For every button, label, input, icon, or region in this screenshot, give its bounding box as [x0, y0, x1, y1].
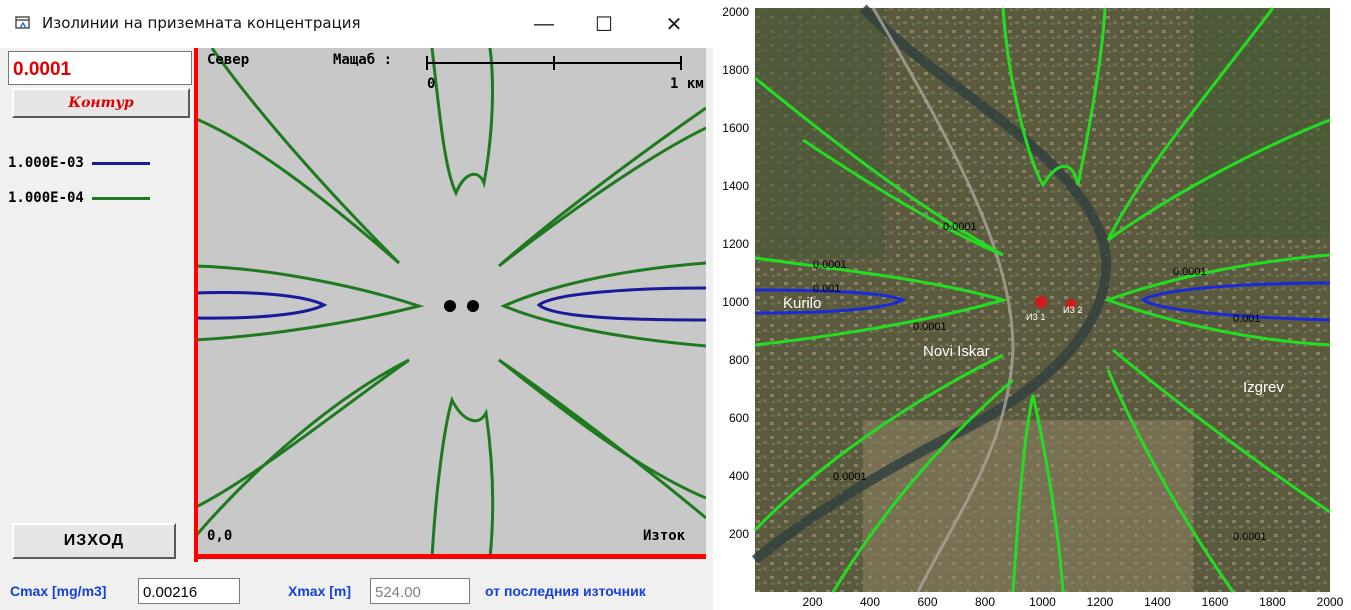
map-y-axis: 200 400 600 800 1000 1200 1400 1600 1800 2000	[722, 5, 749, 541]
x-tick-label: 1600	[1202, 595, 1229, 609]
place-izgrev: Izgrev	[1243, 379, 1284, 396]
contour-green-s	[430, 395, 495, 558]
origin-label: 0,0	[207, 528, 233, 544]
scale-end: 1 км	[670, 76, 704, 92]
x-tick-label: 2000	[1317, 595, 1344, 609]
y-tick-label: 1200	[722, 237, 749, 251]
north-label: Север	[207, 52, 250, 68]
contour-green-ne	[498, 106, 706, 268]
x-tick-label: 1200	[1087, 595, 1114, 609]
contour-label-high: 0.001	[813, 283, 841, 295]
x-tick-label: 600	[917, 595, 937, 609]
legend-label: 1.000E-03	[8, 155, 84, 171]
xmax-label: Xmax [m]	[288, 583, 352, 599]
source-label-1: ИЗ 1	[1026, 312, 1045, 322]
contour-label: 0.0001	[1173, 266, 1207, 278]
scale-start: 0	[427, 76, 436, 92]
contour-green-w	[194, 264, 425, 342]
x-tick-label: 1400	[1144, 595, 1171, 609]
map-overlay: ИЗ 1 ИЗ 2 Kurilo Novi Iskar Izgrev 0.000…	[722, 4, 1344, 609]
xmax-field	[370, 578, 470, 604]
y-tick-label: 1000	[722, 295, 749, 309]
x-tick-label: 200	[802, 595, 822, 609]
contour-label: 0.0001	[833, 471, 867, 483]
legend-label: 1.000E-04	[8, 190, 84, 206]
x-tick-label: 1800	[1259, 595, 1286, 609]
minimize-icon: —	[534, 12, 554, 35]
close-icon: ✕	[665, 13, 683, 36]
y-tick-label: 400	[729, 469, 749, 483]
contour-green-e	[500, 261, 706, 348]
river	[751, 4, 1112, 564]
x-tick-label: 800	[975, 595, 995, 609]
source-marker-1	[1035, 296, 1047, 308]
scale-bar	[426, 56, 682, 70]
y-tick-label: 1800	[722, 63, 749, 77]
contour-blue-e	[536, 286, 706, 322]
y-tick-label: 200	[729, 527, 749, 541]
contour-label: 0.0001	[813, 259, 847, 271]
place-kurilo: Kurilo	[783, 295, 821, 312]
contour-green-sw	[194, 358, 410, 539]
app-icon	[15, 16, 30, 29]
source-marker-2	[1066, 299, 1076, 309]
contour-green-n	[430, 48, 494, 197]
y-tick-label: 800	[729, 353, 749, 367]
x-tick-label: 1000	[1029, 595, 1056, 609]
east-label: Изток	[643, 528, 686, 544]
contour-plot-svg	[194, 48, 706, 558]
scale-label: Мащаб :	[333, 52, 393, 68]
road	[871, 7, 1015, 593]
contour-label: 0.0001	[913, 321, 947, 333]
contour-label: 0.0001	[943, 221, 977, 233]
exit-button[interactable]: ИЗХОД	[12, 523, 176, 559]
place-novi-iskar: Novi Iskar	[923, 343, 990, 360]
cmax-field[interactable]	[138, 578, 240, 604]
legend-swatch-blue	[91, 161, 150, 165]
map-x-axis: 200 400 600 800 1000 1200 1400 1600 1800 2000	[802, 595, 1343, 609]
close-button[interactable]: ✕	[644, 0, 704, 48]
contour-blue-w	[194, 291, 328, 320]
maximize-icon: ☐	[595, 13, 613, 36]
plot-axis-west	[194, 48, 198, 562]
source-point-1	[444, 300, 456, 312]
maximize-button[interactable]: ☐	[574, 0, 634, 48]
minimize-button[interactable]: —	[514, 0, 574, 48]
source-point-2	[467, 300, 479, 312]
satellite-map-panel: ИЗ 1 ИЗ 2 Kurilo Novi Iskar Izgrev 0.000…	[713, 0, 1351, 610]
contour-window: Изолинии на приземната концентрация — ☐ …	[0, 0, 714, 610]
contour-value-input[interactable]	[8, 51, 192, 85]
contour-label-high: 0.001	[1233, 313, 1261, 325]
cmax-label: Cmax [mg/m3]	[10, 583, 107, 599]
contour-button[interactable]: Контур	[12, 88, 190, 118]
source-label-2: ИЗ 2	[1063, 305, 1082, 315]
title-bar: Изолинии на приземната концентрация — ☐ …	[0, 0, 713, 48]
y-tick-label: 1600	[722, 121, 749, 135]
source-note: от последния източник	[485, 583, 646, 599]
y-tick-label: 2000	[722, 5, 749, 19]
window-title: Изолинии на приземната концентрация	[42, 14, 361, 32]
y-tick-label: 1400	[722, 179, 749, 193]
plot-axis-south	[194, 554, 706, 559]
contour-label: 0.0001	[1233, 531, 1267, 543]
legend-item-1e-4: 1.000E-04	[8, 187, 150, 209]
contour-green-se	[498, 358, 706, 520]
contour-green-nw	[194, 48, 401, 265]
x-tick-label: 400	[860, 595, 880, 609]
contour-plot	[194, 48, 706, 558]
legend-item-1e-3: 1.000E-03	[8, 152, 150, 174]
y-tick-label: 600	[729, 411, 749, 425]
legend-swatch-green	[91, 196, 150, 200]
